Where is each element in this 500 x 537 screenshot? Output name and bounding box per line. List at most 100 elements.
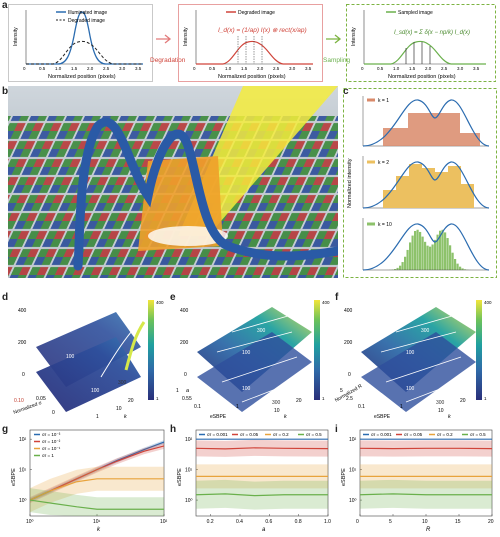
y-tick-label: 10² <box>185 437 193 443</box>
svg-text:1: 1 <box>156 396 159 401</box>
c-k10-bar <box>431 244 434 270</box>
c-plot-k2: k = 2 <box>362 156 490 209</box>
c-k10-bar <box>454 258 457 270</box>
svg-text:10: 10 <box>274 408 280 414</box>
svg-text:0.55: 0.55 <box>182 396 192 402</box>
a-tick-label: 1.0 <box>225 66 232 71</box>
svg-text:300: 300 <box>421 328 430 334</box>
legend-illuminated: Illuminated image <box>68 10 107 16</box>
c-k10-bar <box>414 230 417 270</box>
svg-text:0: 0 <box>348 372 351 378</box>
c-k10-bar <box>449 245 452 270</box>
svg-text:10: 10 <box>438 408 444 414</box>
svg-text:0.1: 0.1 <box>194 404 201 410</box>
chart-h: 10⁰ 10¹ 10² 0.2 0.4 0.6 0.8 1.0 eSBPE a σr = 0.001… <box>177 429 331 533</box>
chart-i: 10⁰ 10¹ 10² 0 5 10 15 20 eSBPE Rσr = 0.001 σr = 0.… <box>341 429 494 533</box>
c-plot-k10: k = 10 <box>362 218 490 271</box>
c-k10-bar <box>456 263 459 270</box>
a-tick-label: 1.0 <box>393 66 400 71</box>
a-tick-label: 0.5 <box>209 66 216 71</box>
panel-f-letter: f <box>335 292 339 303</box>
blue-profile-curve <box>73 117 338 271</box>
c-k10-bar <box>429 246 432 270</box>
a1-xlabel: Normalized position (pixels) <box>48 74 116 80</box>
a-tick-label: 2.0 <box>257 66 264 71</box>
svg-text:400: 400 <box>156 300 164 305</box>
panel-d-letter: d <box>2 292 9 303</box>
svg-text:1: 1 <box>176 388 179 394</box>
svg-text:400: 400 <box>322 300 330 305</box>
x-tick-label: 0 <box>356 519 359 525</box>
x-tick-label: 1.0 <box>324 519 331 525</box>
x-tick-label: 10¹ <box>93 519 101 525</box>
d-xlabel: k <box>124 414 127 420</box>
panel-a-letter: a <box>2 0 8 11</box>
degradation-formula: I_d(x) = (1/ap) I(x) ⊗ rect(x/ap) <box>218 27 307 34</box>
legend-label: σr = 0.05 <box>404 432 423 437</box>
a-tick-label: 2.0 <box>87 66 94 71</box>
svg-text:100: 100 <box>66 354 75 360</box>
svg-text:0: 0 <box>22 372 25 378</box>
a-tick-label: 3.5 <box>305 66 312 71</box>
panel-e-letter: e <box>170 292 176 303</box>
c-k10-bar <box>424 241 427 270</box>
svg-text:300: 300 <box>257 328 266 334</box>
a-tick-label: 0 <box>193 66 196 71</box>
a-tick-label: 3.5 <box>135 66 142 71</box>
legend-label: σr = 0.2 <box>437 432 453 437</box>
c-legend-k2: k = 2 <box>378 160 389 166</box>
x-tick-label: 0.6 <box>265 519 272 525</box>
c-k10-bar <box>439 230 442 270</box>
svg-text:300: 300 <box>118 380 127 386</box>
chart-g: 10⁰ 10¹ 10² 10⁰ 10¹ 10² eSBPE k σr = 10⁻³ σr = 10… <box>11 429 168 533</box>
x-axis-label: a <box>262 527 266 533</box>
c-ylabel: Normalized intensity <box>347 158 353 208</box>
svg-text:200: 200 <box>18 340 27 346</box>
series-line <box>29 478 164 501</box>
c-plot-k1: k = 1 <box>362 96 490 147</box>
svg-text:100: 100 <box>406 350 415 356</box>
a-tick-label: 3.0 <box>457 66 464 71</box>
series-band <box>30 488 164 516</box>
a-tick-label: 2.5 <box>441 66 448 71</box>
a3-ylabel: Intensity <box>351 27 357 46</box>
y-tick-label: 10² <box>349 437 357 443</box>
panel-a-plot-sampled: Sampled image I_sd(x) = Σ δ(x − np/k) I_… <box>346 4 496 82</box>
a-tick-label: 0 <box>361 66 364 71</box>
svg-text:10: 10 <box>116 406 122 412</box>
series-band <box>30 466 164 513</box>
c-k10-bar <box>464 269 467 270</box>
x-tick-label: 10 <box>422 519 428 525</box>
svg-text:1: 1 <box>484 396 487 401</box>
e-xlabel: eSBPE <box>210 414 227 420</box>
panel-g-letter: g <box>2 424 9 435</box>
c-legend-k1: k = 1 <box>378 98 389 104</box>
c-k10-bar <box>436 234 439 270</box>
svg-text:400: 400 <box>18 308 27 314</box>
svg-text:2.5: 2.5 <box>346 396 353 402</box>
y-tick-label: 10¹ <box>185 468 193 474</box>
x-axis-label: k <box>97 527 101 533</box>
a2-ylabel: Intensity <box>183 27 189 46</box>
panel-i-letter: i <box>335 424 338 435</box>
c-k10-bar <box>441 229 444 270</box>
x-tick-label: 10⁰ <box>26 519 34 525</box>
x-tick-label: 5 <box>389 519 392 525</box>
f-xlabel: eSBPE <box>374 414 391 420</box>
c-k10-bar <box>419 231 422 270</box>
svg-text:0.1: 0.1 <box>358 404 365 410</box>
a-tick-label: 2.5 <box>103 66 110 71</box>
panel-c-letter: c <box>343 86 349 97</box>
sampling-arrow-icon <box>326 34 342 44</box>
series-line <box>195 447 329 450</box>
sampling-formula: I_sd(x) = Σ δ(x − np/k) I_d(x) <box>394 30 470 36</box>
c-k10-bar <box>459 266 462 270</box>
x-tick-label: 0.4 <box>236 519 243 525</box>
svg-text:400: 400 <box>484 300 492 305</box>
c-k10-bar <box>416 229 419 270</box>
c-k10-bar <box>406 249 409 270</box>
legend-label: σr = 10⁻¹ <box>42 446 61 451</box>
y-tick-label: 10¹ <box>19 468 27 474</box>
c-k10-bar <box>394 269 397 270</box>
svg-text:300: 300 <box>272 400 281 406</box>
